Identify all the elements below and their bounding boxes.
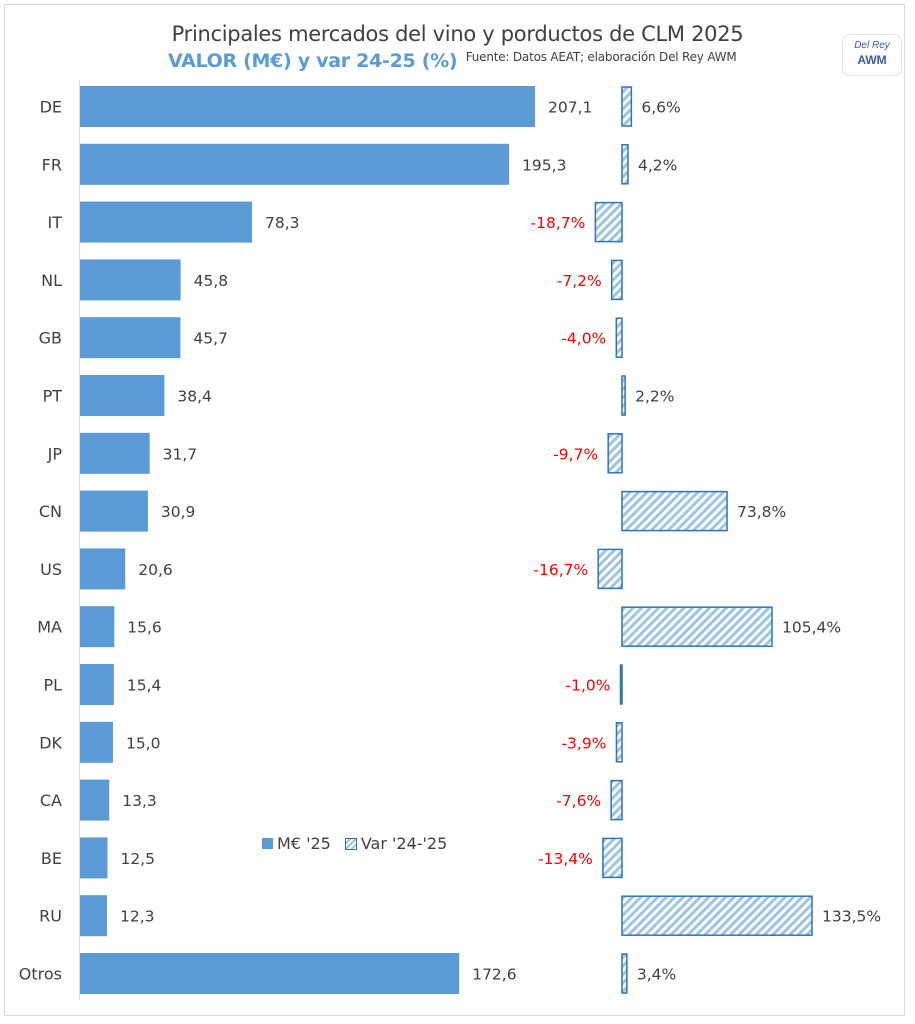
var-label: -18,7% xyxy=(531,214,586,232)
value-label: 38,4 xyxy=(177,388,212,406)
legend: M€ '25 Var '24-'25 xyxy=(262,834,447,853)
var-label: -9,7% xyxy=(553,445,598,463)
category-label: RU xyxy=(39,907,62,926)
value-bar xyxy=(80,490,148,532)
var-bar xyxy=(615,722,623,763)
brand-logo: Del Rey AWM xyxy=(842,34,902,76)
var-label: -13,4% xyxy=(538,850,593,868)
var-label: 105,4% xyxy=(782,619,841,637)
logo-line-1: Del Rey xyxy=(854,40,890,51)
value-label: 195,3 xyxy=(522,156,566,174)
value-label: 45,7 xyxy=(193,330,228,348)
value-bar xyxy=(80,201,253,243)
value-bar xyxy=(80,721,113,763)
value-bar xyxy=(80,259,181,301)
var-label: -7,6% xyxy=(556,792,601,810)
category-label: DK xyxy=(39,733,62,752)
var-bar xyxy=(621,375,626,416)
value-bar xyxy=(80,548,126,590)
var-label: -1,0% xyxy=(566,677,611,695)
value-label: 172,6 xyxy=(472,966,516,984)
var-label: 73,8% xyxy=(737,503,786,521)
category-label: CA xyxy=(40,791,62,810)
value-label: 15,4 xyxy=(127,677,162,695)
value-label: 15,0 xyxy=(126,734,161,752)
value-bar xyxy=(80,375,165,416)
value-label: 20,6 xyxy=(138,561,173,579)
value-label: 30,9 xyxy=(161,503,196,521)
legend-swatch-value xyxy=(262,838,273,849)
var-bar xyxy=(615,317,623,358)
var-bar xyxy=(621,490,728,532)
chart-subtitle: VALOR (M€) y var 24-25 (%) xyxy=(168,50,458,72)
category-label: NL xyxy=(41,271,62,290)
category-label: JP xyxy=(47,444,63,463)
value-label: 31,7 xyxy=(163,445,198,463)
value-label: 45,8 xyxy=(194,272,229,290)
subtitle-row: VALOR (M€) y var 24-25 (%) Fuente: Datos… xyxy=(168,50,737,72)
var-bar xyxy=(602,837,623,879)
logo-line-2: AWM xyxy=(857,53,887,67)
value-label: 15,6 xyxy=(127,619,162,637)
chart-title: Principales mercados del vino y porducto… xyxy=(171,22,744,46)
category-label: US xyxy=(40,560,62,579)
category-label: DE xyxy=(40,98,62,117)
value-bar xyxy=(80,664,114,705)
var-bar xyxy=(594,201,623,243)
category-label: IT xyxy=(48,213,63,232)
var-bar xyxy=(621,895,813,936)
value-bar xyxy=(80,432,150,474)
value-bar xyxy=(80,779,110,821)
var-label: 4,2% xyxy=(638,156,677,174)
value-bar xyxy=(80,317,181,359)
var-label: -3,9% xyxy=(561,734,606,752)
source-note: Fuente: Datos AEAT; elaboración Del Rey … xyxy=(465,50,737,64)
category-label: CN xyxy=(39,502,62,521)
value-bar xyxy=(80,143,510,185)
category-label: Otros xyxy=(19,965,62,984)
value-bar xyxy=(80,837,108,879)
value-bar xyxy=(80,895,108,937)
var-bar xyxy=(597,548,623,590)
var-bar xyxy=(621,953,628,994)
value-bar xyxy=(80,86,535,127)
legend-label-var: Var '24-'25 xyxy=(360,834,448,853)
category-label: PT xyxy=(43,387,63,406)
var-label: 6,6% xyxy=(641,99,680,117)
var-label: -4,0% xyxy=(561,330,606,348)
var-label: 3,4% xyxy=(637,966,676,984)
category-label: PL xyxy=(43,676,62,695)
value-bar xyxy=(80,606,115,648)
value-label: 207,1 xyxy=(548,99,592,117)
var-label: 2,2% xyxy=(635,388,674,406)
var-bar xyxy=(611,259,623,301)
legend-swatch-var xyxy=(344,837,357,850)
var-label: 133,5% xyxy=(822,908,881,926)
value-label: 13,3 xyxy=(122,792,157,810)
value-label: 12,3 xyxy=(120,908,155,926)
var-bar xyxy=(619,664,623,705)
legend-label-value: M€ '25 xyxy=(277,834,331,853)
category-label: GB xyxy=(39,329,62,348)
category-label: FR xyxy=(42,155,62,174)
var-bar xyxy=(621,144,629,185)
category-label: BE xyxy=(41,849,62,868)
var-bar xyxy=(607,433,623,474)
var-label: -7,2% xyxy=(557,272,602,290)
var-bar xyxy=(621,86,633,127)
value-bar xyxy=(80,953,460,994)
var-bar xyxy=(621,606,773,647)
category-label: MA xyxy=(37,618,62,637)
var-label: -16,7% xyxy=(533,561,588,579)
value-label: 12,5 xyxy=(120,850,155,868)
value-label: 78,3 xyxy=(265,214,300,232)
var-bar xyxy=(610,779,623,821)
